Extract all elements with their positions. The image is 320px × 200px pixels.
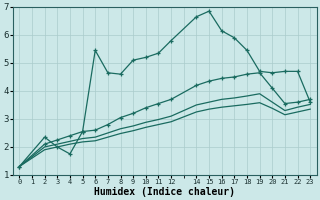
- X-axis label: Humidex (Indice chaleur): Humidex (Indice chaleur): [94, 186, 235, 197]
